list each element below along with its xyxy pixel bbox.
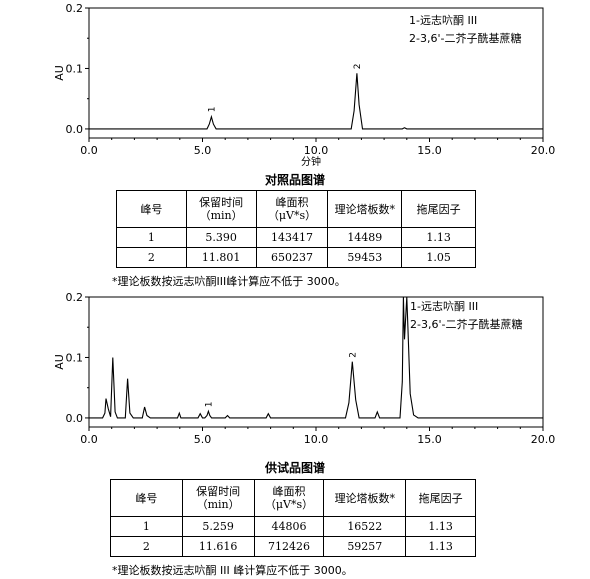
chart-1-xtick-label: 15.0 <box>417 144 442 157</box>
sample-table-cell: 1 <box>110 516 183 537</box>
sample-table-row: 2 11.616 712426 59257 1.13 <box>110 536 476 557</box>
sample-table-header-cell: 峰号 <box>110 479 183 517</box>
reference-footnote: *理论板数按远志𠯿酮III峰计算应不低于 3000。 <box>112 275 346 288</box>
sample-table-cell: 44806 <box>253 516 325 537</box>
chart-1-xtick-label: 5.0 <box>194 144 212 157</box>
chart-1-legend-entry-1: 1-远志𠯿酮 III <box>409 13 477 27</box>
sample-table-cell: 59257 <box>323 536 407 557</box>
chart-1-peak-label-2: 2 <box>353 64 363 70</box>
reference-table-header-cell: 峰面积 （μV*s） <box>255 190 329 228</box>
chart-1-xlabel: 分钟 <box>301 155 321 168</box>
sample-peak-table: 峰号 保留时间 （min） 峰面积 （μV*s） 理论塔板数* 拖尾因子 1 5.259 44… <box>110 479 476 557</box>
chart-2-ytick-label: 0.1 <box>66 351 84 364</box>
chart-2-peak-label-1: 1 <box>204 402 214 408</box>
chart-1-ytick-label: 0.1 <box>66 62 84 75</box>
sample-table-cell: 16522 <box>323 516 407 537</box>
reference-peak-table: 峰号 保留时间 （min） 峰面积 （μV*s） 理论塔板数* 拖尾因子 1 5.390 14… <box>116 190 476 268</box>
sample-footnote: *理论板数按远志𠯿酮 III 峰计算应不低于 3000。 <box>112 564 353 577</box>
reference-table-row: 1 5.390 143417 14489 1.13 <box>116 227 476 248</box>
reference-table-cell: 1.05 <box>401 247 476 268</box>
sample-table-cell: 1.13 <box>405 536 476 557</box>
chart-2-xtick-label: 20.0 <box>531 433 556 446</box>
sample-table-header-cell: 保留时间 （min） <box>181 479 255 517</box>
chart-1-trace <box>89 73 543 130</box>
reference-table-cell: 650237 <box>255 247 329 268</box>
chart-2-legend-entry-1: 1-远志𠯿酮 III <box>410 299 478 313</box>
reference-table-header-cell: 峰号 <box>116 190 187 228</box>
sample-table-cell: 11.616 <box>181 536 255 557</box>
chart-2-xtick-label: 0.0 <box>80 433 98 446</box>
sample-table-header-cell: 拖尾因子 <box>405 479 476 517</box>
chart-2-xtick-label: 15.0 <box>417 433 442 446</box>
sample-table-cell: 2 <box>110 536 183 557</box>
sample-table-cell: 5.259 <box>181 516 255 537</box>
chart-2-ytick-label: 0.0 <box>66 412 84 425</box>
sample-table-row: 1 5.259 44806 16522 1.13 <box>110 516 476 537</box>
reference-table-cell: 1.13 <box>401 227 476 248</box>
reference-table-cell: 5.390 <box>185 227 257 248</box>
chart-1-legend-entry-2: 2-3,6'-二芥子酰基蔗糖 <box>409 31 521 45</box>
sample-table-header-cell: 理论塔板数* <box>323 479 407 517</box>
reference-table-cell: 11.801 <box>185 247 257 268</box>
chart-2-peak-label-2: 2 <box>348 352 358 358</box>
reference-table-header-cell: 理论塔板数* <box>327 190 403 228</box>
chart-1-xtick-label: 10.0 <box>304 144 329 157</box>
chart-1-xtick-label: 20.0 <box>531 144 556 157</box>
chart-2-ylabel: AU <box>53 354 66 370</box>
chart-2-trace <box>89 296 543 419</box>
reference-table-cell: 59453 <box>327 247 403 268</box>
chart-1-peak-label-1: 1 <box>207 106 217 112</box>
chart-1-xtick-label: 0.0 <box>80 144 98 157</box>
sample-table-cell: 1.13 <box>405 516 476 537</box>
reference-table-cell: 1 <box>116 227 187 248</box>
reference-table-cell: 143417 <box>255 227 329 248</box>
sample-table-cell: 712426 <box>253 536 325 557</box>
reference-table-header-row: 峰号 保留时间 （min） 峰面积 （μV*s） 理论塔板数* 拖尾因子 <box>116 190 476 228</box>
chart-1-ytick-label: 0.0 <box>66 123 84 136</box>
reference-table-row: 2 11.801 650237 59453 1.05 <box>116 247 476 268</box>
sample-table-header-cell: 峰面积 （μV*s） <box>253 479 325 517</box>
reference-chromatogram: 0.0 5.0 10.0 15.0 20.0 0.0 0.1 0.2 AU 分钟 1-远志𠯿酮 II… <box>53 2 556 168</box>
reference-table-header-cell: 保留时间 （min） <box>185 190 257 228</box>
chart-1-frame <box>88 7 544 139</box>
chart-2-legend-entry-2: 2-3,6'-二芥子酰基蔗糖 <box>410 317 522 331</box>
sample-chart-caption: 供试品图谱 <box>264 461 325 475</box>
reference-chart-caption: 对照品图谱 <box>264 173 325 187</box>
chart-1-ytick-label: 0.2 <box>66 2 84 15</box>
reference-table-header-cell: 拖尾因子 <box>401 190 476 228</box>
sample-table-header-row: 峰号 保留时间 （min） 峰面积 （μV*s） 理论塔板数* 拖尾因子 <box>110 479 476 517</box>
chart-2-frame <box>88 296 544 428</box>
chart-1-ylabel: AU <box>53 65 66 81</box>
reference-table-cell: 2 <box>116 247 187 268</box>
chart-2-xtick-label: 5.0 <box>194 433 212 446</box>
chart-2-xtick-label: 10.0 <box>304 433 329 446</box>
chart-2-ytick-label: 0.2 <box>66 291 84 304</box>
reference-table-cell: 14489 <box>327 227 403 248</box>
sample-chromatogram: 0.0 5.0 10.0 15.0 20.0 0.0 0.1 0.2 AU 1-远志𠯿酮 III 2… <box>53 291 556 446</box>
